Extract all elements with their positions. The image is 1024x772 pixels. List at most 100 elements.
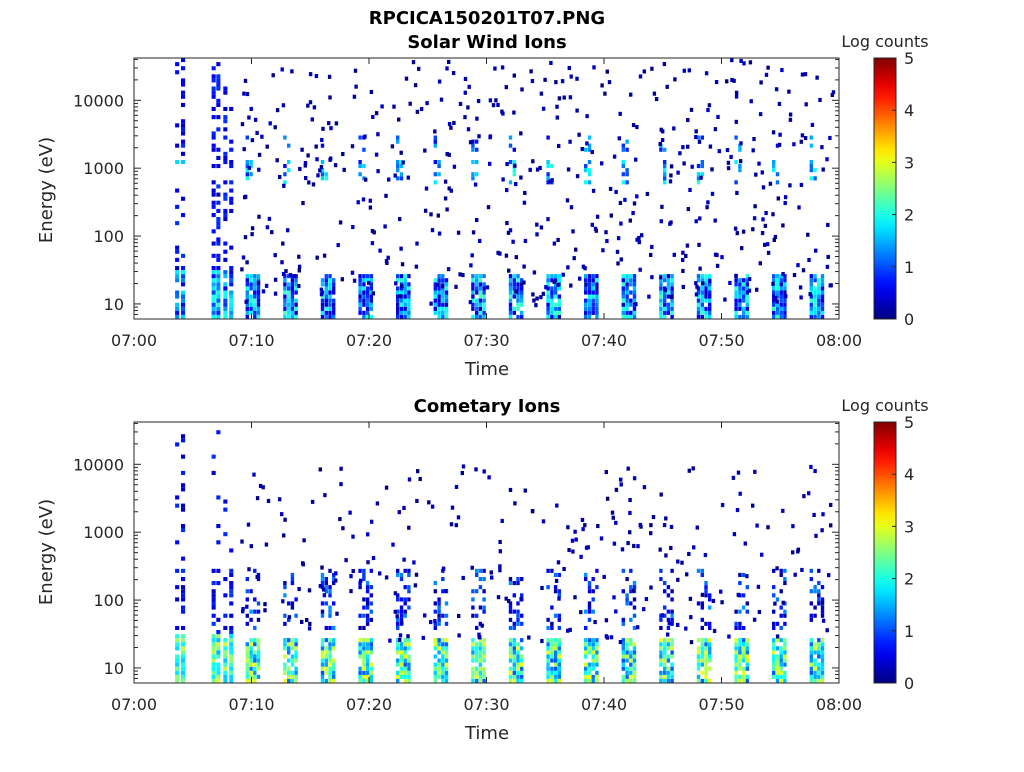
heatmap-cell bbox=[407, 568, 411, 573]
heatmap-cell bbox=[817, 654, 821, 659]
heatmap-cell bbox=[632, 654, 637, 659]
x-tick-label: 07:20 bbox=[346, 331, 392, 350]
heatmap-cell bbox=[403, 601, 407, 606]
heatmap-cell bbox=[257, 167, 261, 172]
heatmap-cell bbox=[287, 302, 291, 307]
heatmap-cell bbox=[491, 103, 496, 108]
heatmap-cell bbox=[666, 642, 671, 647]
heatmap-cell bbox=[256, 654, 261, 659]
heatmap-cell bbox=[731, 475, 736, 480]
heatmap-cell bbox=[704, 290, 708, 295]
heatmap-cell bbox=[773, 601, 777, 606]
heatmap-cell bbox=[249, 670, 253, 675]
heatmap-cell bbox=[621, 274, 625, 279]
heatmap-cell bbox=[553, 310, 558, 315]
heatmap-cell bbox=[250, 226, 255, 231]
heatmap-cell bbox=[813, 605, 817, 610]
solar-wind-title: Solar Wind Ions bbox=[407, 32, 566, 53]
heatmap-cell bbox=[437, 617, 441, 622]
heatmap-cell bbox=[817, 666, 821, 671]
heatmap-cell bbox=[399, 662, 404, 667]
heatmap-cell bbox=[365, 621, 370, 626]
heatmap-cell bbox=[783, 678, 787, 683]
heatmap-cell bbox=[437, 160, 441, 165]
heatmap-cell bbox=[757, 161, 761, 166]
heatmap-cell bbox=[820, 298, 825, 303]
heatmap-cell bbox=[821, 167, 825, 172]
colorbar-tick-label: 4 bbox=[904, 465, 914, 484]
heatmap-cell bbox=[249, 286, 253, 291]
heatmap-cell bbox=[690, 164, 694, 169]
colorbar-tick-label: 1 bbox=[904, 622, 914, 641]
heatmap-cell bbox=[743, 541, 747, 546]
heatmap-cell bbox=[439, 97, 444, 102]
heatmap-cell bbox=[175, 245, 180, 250]
heatmap-cell bbox=[663, 306, 667, 311]
heatmap-cell bbox=[508, 290, 513, 295]
heatmap-cell bbox=[625, 139, 629, 144]
heatmap-cell bbox=[797, 205, 801, 210]
heatmap-cell bbox=[181, 454, 186, 459]
heatmap-cell bbox=[475, 589, 479, 594]
heatmap-cell bbox=[396, 597, 400, 602]
heatmap-cell bbox=[283, 310, 287, 315]
heatmap-cell bbox=[181, 577, 186, 582]
heatmap-cell bbox=[704, 654, 708, 659]
heatmap-cell bbox=[332, 662, 336, 667]
heatmap-cell bbox=[602, 574, 606, 579]
heatmap-cell bbox=[813, 302, 817, 307]
solar-wind-xlabel: Time bbox=[464, 359, 509, 380]
heatmap-cell bbox=[290, 286, 295, 291]
heatmap-cell bbox=[328, 666, 332, 671]
heatmap-cell bbox=[304, 176, 308, 181]
heatmap-cell bbox=[328, 662, 332, 667]
heatmap-cell bbox=[407, 302, 411, 307]
heatmap-cell bbox=[725, 148, 730, 153]
heatmap-cell bbox=[433, 298, 437, 303]
heatmap-cell bbox=[320, 642, 325, 647]
heatmap-cell bbox=[700, 642, 704, 647]
heatmap-cell bbox=[362, 646, 366, 651]
heatmap-cell bbox=[229, 601, 234, 606]
heatmap-cell bbox=[211, 662, 216, 667]
y-tick-label: 100 bbox=[93, 591, 124, 610]
heatmap-cell bbox=[229, 585, 234, 590]
heatmap-cell bbox=[175, 540, 180, 545]
heatmap-cell bbox=[632, 588, 636, 593]
heatmap-cell bbox=[475, 172, 479, 177]
heatmap-cell bbox=[694, 219, 698, 224]
heatmap-cell bbox=[211, 666, 216, 671]
heatmap-cell bbox=[253, 568, 257, 573]
colorbar-tick-label: 3 bbox=[904, 153, 914, 172]
heatmap-cell bbox=[779, 282, 783, 287]
heatmap-cell bbox=[253, 274, 257, 279]
heatmap-cell bbox=[444, 314, 449, 319]
heatmap-cell bbox=[696, 658, 701, 663]
heatmap-cell bbox=[320, 172, 325, 177]
heatmap-cell bbox=[229, 642, 234, 647]
heatmap-cell bbox=[437, 662, 441, 667]
heatmap-cell bbox=[181, 507, 186, 512]
heatmap-cell bbox=[328, 568, 332, 573]
heatmap-cell bbox=[444, 278, 449, 283]
heatmap-cell bbox=[332, 302, 336, 307]
heatmap-cell bbox=[817, 642, 821, 647]
heatmap-cell bbox=[216, 270, 221, 275]
heatmap-cell bbox=[825, 264, 830, 269]
heatmap-cell bbox=[670, 282, 674, 287]
heatmap-cell bbox=[550, 658, 554, 663]
heatmap-cell bbox=[738, 678, 742, 683]
heatmap-cell bbox=[441, 568, 445, 573]
heatmap-cell bbox=[256, 302, 261, 307]
heatmap-cell bbox=[629, 314, 633, 319]
heatmap-cell bbox=[817, 290, 821, 295]
heatmap-cell bbox=[249, 298, 253, 303]
heatmap-cell bbox=[734, 160, 738, 165]
heatmap-cell bbox=[629, 310, 633, 315]
heatmap-cell bbox=[444, 654, 449, 659]
heatmap-cell bbox=[704, 310, 708, 315]
heatmap-cell bbox=[403, 650, 407, 655]
heatmap-cell bbox=[211, 286, 216, 291]
heatmap-cell bbox=[181, 282, 186, 287]
heatmap-cell bbox=[825, 157, 829, 162]
